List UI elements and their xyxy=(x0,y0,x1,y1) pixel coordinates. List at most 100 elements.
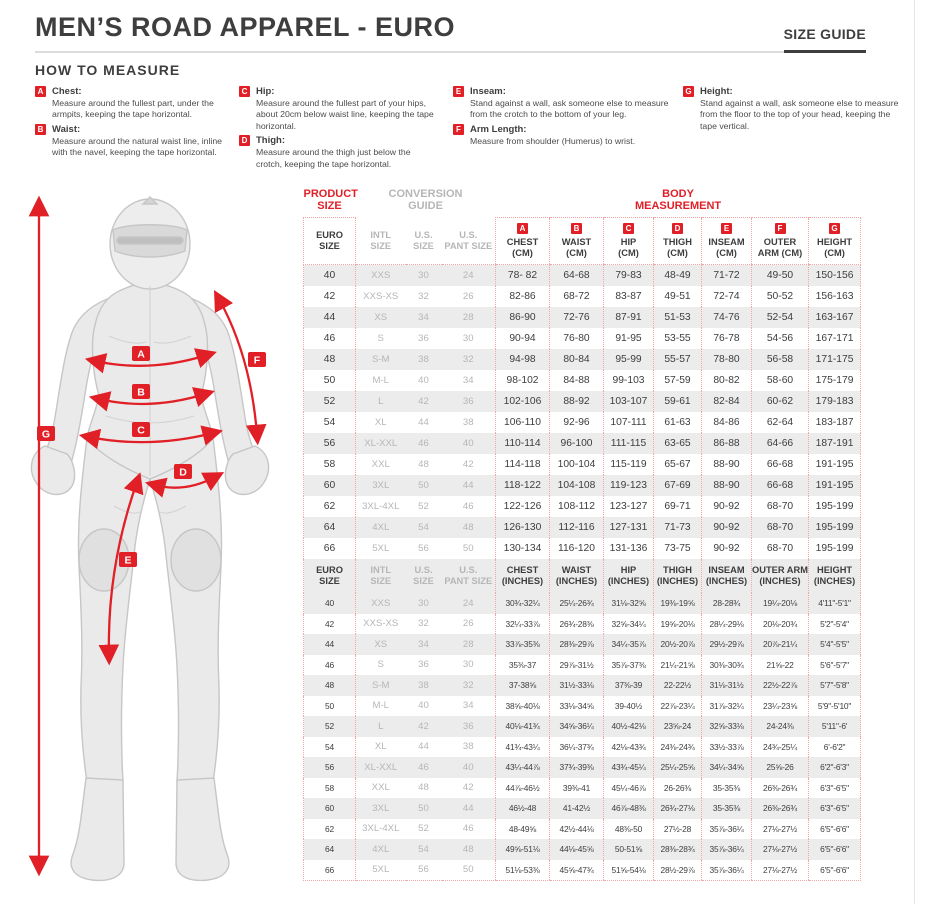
chest-value: 40⅛-41¾ xyxy=(495,716,550,737)
chest-value: 44⅞-46½ xyxy=(495,777,550,798)
size-row-56-cm: 56 XL-XXL 46 40 110-114 96-100 111-115 63-65 86-… xyxy=(303,433,862,454)
hip-value: 51⅝-54⅛ xyxy=(603,859,654,881)
size-row-46-inches: 46 S 36 30 35⅜-37 29⅞-31½ 35⅞-37⅜ 21¼-21⅝ 30⅜-30… xyxy=(303,654,862,675)
height-value: 6'5"-6'6" xyxy=(807,839,862,860)
inseam-value: 90-92 xyxy=(701,538,752,559)
us-pant-size-value: 48 xyxy=(462,843,474,855)
thigh-value: 49-51 xyxy=(653,286,702,307)
us-size-value: 52 xyxy=(418,823,429,835)
col-letter-badge-c: C xyxy=(623,223,634,235)
thigh-value: 57-59 xyxy=(653,370,702,391)
thigh-value: 25¼-25⅝ xyxy=(653,757,702,778)
outer-arm-value: 50-52 xyxy=(751,286,809,307)
thigh-value: 53-55 xyxy=(653,328,702,349)
hip-value: 39-40½ xyxy=(603,695,654,716)
outer-arm-value: 27⅛-27½ xyxy=(751,818,809,839)
page-title: MEN’S ROAD APPAREL - EURO xyxy=(35,12,456,42)
chest-value: 114-118 xyxy=(495,454,550,475)
size-guide-tab[interactable]: SIZE GUIDE xyxy=(783,26,866,53)
hip-value: 107-111 xyxy=(603,412,654,433)
outer-arm-value: 52-54 xyxy=(751,307,809,328)
col-header-hip: HIP (INCHES) xyxy=(603,559,654,593)
inseam-value: 90-92 xyxy=(701,496,752,517)
measure-item-d: D Thigh: Measure around the thigh just bel… xyxy=(239,135,439,170)
inseam-value: 71-72 xyxy=(701,264,752,286)
chest-value: 35⅜-37 xyxy=(495,654,550,675)
outer-arm-value: 49-50 xyxy=(751,264,809,286)
intl-size-value: L xyxy=(378,396,384,407)
us-pant-size-value: 28 xyxy=(462,312,474,323)
measure-title: Hip: xyxy=(256,86,275,97)
outer-arm-value: 19¼-20⅛ xyxy=(751,593,809,614)
us-pant-size-value: 44 xyxy=(462,802,474,814)
inseam-value: 31⅛-31½ xyxy=(701,675,752,696)
euro-size-value: 62 xyxy=(303,818,356,839)
thigh-value: 21¼-21⅝ xyxy=(653,654,702,675)
us-pant-size-value: 48 xyxy=(462,522,474,533)
us-size-value: 50 xyxy=(418,802,429,814)
intl-size-value: XL xyxy=(374,417,387,428)
us-size-value: 42 xyxy=(418,720,429,732)
size-row-52-inches: 52 L 42 36 40⅛-41¾ 34⅝-36¼ 40½-42⅛ 23⅝-24 32⅝-33… xyxy=(303,716,862,737)
col-letter-badge-e: E xyxy=(721,223,732,235)
product-size-group-header: PRODUCT SIZE xyxy=(303,187,358,212)
figure-label-waist: B xyxy=(132,384,150,399)
inseam-value: 35⅞-36¼ xyxy=(701,818,752,839)
intl-size-value: XXL xyxy=(371,782,390,794)
measure-letter-badge-a: A xyxy=(35,86,46,97)
cm-size-rows: 40 XXS 30 24 78- 82 64-68 79-83 48-49 71-72 49-50… xyxy=(303,264,862,559)
inseam-value: 28-28¾ xyxy=(701,593,752,614)
chest-arrow xyxy=(84,348,217,374)
height-value: 187-191 xyxy=(807,433,862,454)
euro-size-value: 50 xyxy=(303,370,356,391)
measure-letter-badge-f: F xyxy=(453,123,464,135)
us-size-value: 52 xyxy=(418,501,429,512)
us-size-value: 30 xyxy=(418,270,429,281)
euro-size-value: 54 xyxy=(303,736,356,757)
table-group-header: PRODUCT SIZE CONVERSION GUIDE BODY MEASU… xyxy=(304,182,861,218)
intl-size-value: XL-XXL xyxy=(364,438,398,449)
waist-value: 96-100 xyxy=(549,433,604,454)
hip-value: 95-99 xyxy=(603,349,654,370)
hip-arrow xyxy=(78,425,224,450)
chest-value: 43¼-44⅞ xyxy=(495,757,550,778)
euro-size-value: 56 xyxy=(303,757,356,778)
measure-item-b: B Waist: Measure around the natural waist … xyxy=(35,123,225,159)
size-row-66-inches: 66 5XL 56 50 51⅛-53⅜ 45⅝-47¾ 51⅝-54⅛ 28½-29⅞ 35⅞… xyxy=(303,859,862,881)
euro-size-value: 48 xyxy=(303,349,356,370)
hip-value: 34¼-35⅞ xyxy=(603,634,654,655)
waist-value: 68-72 xyxy=(549,286,604,307)
figure-label-thigh: D xyxy=(174,464,192,479)
size-row-48-cm: 48 S-M 38 32 94-98 80-84 95-99 55-57 78-80 56-58 1… xyxy=(303,349,862,370)
us-pant-size-value: 50 xyxy=(441,859,496,881)
us-size-value: 44 xyxy=(418,741,429,753)
waist-value: 36¼-37¾ xyxy=(549,736,604,757)
hip-value: 42⅛-43¾ xyxy=(603,736,654,757)
col-header-outer-arm: OUTER ARM (INCHES) xyxy=(751,559,809,593)
waist-value: 104-108 xyxy=(549,475,604,496)
waist-value: 112-116 xyxy=(549,517,604,538)
inch-column-header-row: EURO SIZE INTL SIZE U.S. SIZE U.S. PANT SIZ… xyxy=(303,559,862,593)
chest-value: 102-106 xyxy=(495,391,550,412)
col-header-us-size: U.S. SIZE xyxy=(405,217,442,265)
thigh-value: 69-71 xyxy=(653,496,702,517)
page-edge-divider xyxy=(914,0,915,904)
thigh-value: 19⅝-20⅛ xyxy=(653,613,702,634)
outer-arm-value: 24¾-25¼ xyxy=(751,736,809,757)
svg-text:B: B xyxy=(137,387,145,399)
measure-letter-badge-e: E xyxy=(453,86,464,97)
intl-size-value: 5XL xyxy=(355,859,406,881)
outer-arm-value: 27⅛-27½ xyxy=(751,839,809,860)
col-header-chest: CHEST (INCHES) xyxy=(495,559,550,593)
intl-size-value: XXS-XS xyxy=(363,291,399,302)
waist-value: 116-120 xyxy=(549,538,604,559)
size-row-40-inches: 40 XXS 30 24 30¾-32¼ 25¼-26¾ 31⅛-32⅝ 19⅜-19⅝ 28-… xyxy=(303,593,862,614)
us-size-value: 36 xyxy=(418,659,429,671)
height-value: 156-163 xyxy=(807,286,862,307)
intl-size-value: 3XL-4XL xyxy=(362,823,400,835)
chest-value: 78- 82 xyxy=(495,264,550,286)
intl-size-value: S xyxy=(377,659,384,671)
measure-text: Measure around the fullest part of your … xyxy=(256,98,434,131)
intl-size-value: XXS xyxy=(371,270,391,281)
euro-size-value: 46 xyxy=(303,654,356,675)
